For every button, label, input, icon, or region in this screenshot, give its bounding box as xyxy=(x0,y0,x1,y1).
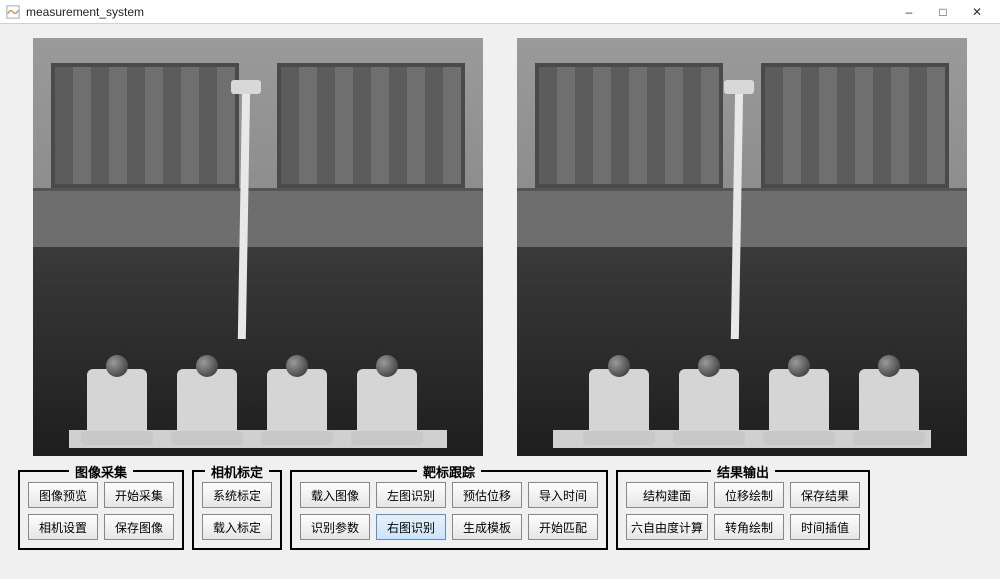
struct-face-button[interactable]: 结构建面 xyxy=(626,482,708,508)
cam-setting-button[interactable]: 相机设置 xyxy=(28,514,98,540)
left-image-panel xyxy=(33,38,483,456)
sys-calib-button[interactable]: 系统标定 xyxy=(202,482,272,508)
group-output: 结果输出 结构建面 位移绘制 保存结果 六自由度计算 转角绘制 时间插值 xyxy=(616,470,870,550)
group-acquisition-grid: 图像预览 开始采集 相机设置 保存图像 xyxy=(28,482,174,540)
load-image-button[interactable]: 载入图像 xyxy=(300,482,370,508)
group-tracking-legend: 靶标跟踪 xyxy=(417,462,481,481)
group-tracking: 靶标跟踪 载入图像 左图识别 预估位移 导入时间 识别参数 右图识别 生成模板 … xyxy=(290,470,608,550)
maximize-button[interactable]: □ xyxy=(926,0,960,24)
rot-plot-button[interactable]: 转角绘制 xyxy=(714,514,784,540)
load-calib-button[interactable]: 载入标定 xyxy=(202,514,272,540)
group-calibration-legend: 相机标定 xyxy=(205,462,269,481)
close-button[interactable]: ✕ xyxy=(960,0,994,24)
disp-plot-button[interactable]: 位移绘制 xyxy=(714,482,784,508)
save-result-button[interactable]: 保存结果 xyxy=(790,482,860,508)
recog-param-button[interactable]: 识别参数 xyxy=(300,514,370,540)
save-image-button[interactable]: 保存图像 xyxy=(104,514,174,540)
right-image-panel xyxy=(517,38,967,456)
start-match-button[interactable]: 开始匹配 xyxy=(528,514,598,540)
title-bar: measurement_system – □ ✕ xyxy=(0,0,1000,24)
content-area: 图像采集 图像预览 开始采集 相机设置 保存图像 相机标定 系统标定 载入标定 … xyxy=(0,24,1000,579)
minimize-button[interactable]: – xyxy=(892,0,926,24)
sixdof-button[interactable]: 六自由度计算 xyxy=(626,514,708,540)
import-time-button[interactable]: 导入时间 xyxy=(528,482,598,508)
group-output-grid: 结构建面 位移绘制 保存结果 六自由度计算 转角绘制 时间插值 xyxy=(626,482,860,540)
image-row xyxy=(18,38,982,456)
controls-row: 图像采集 图像预览 开始采集 相机设置 保存图像 相机标定 系统标定 载入标定 … xyxy=(18,470,982,550)
group-acquisition: 图像采集 图像预览 开始采集 相机设置 保存图像 xyxy=(18,470,184,550)
group-tracking-grid: 载入图像 左图识别 预估位移 导入时间 识别参数 右图识别 生成模板 开始匹配 xyxy=(300,482,598,540)
est-disp-button[interactable]: 预估位移 xyxy=(452,482,522,508)
right-recog-button[interactable]: 右图识别 xyxy=(376,514,446,540)
start-acq-button[interactable]: 开始采集 xyxy=(104,482,174,508)
preview-button[interactable]: 图像预览 xyxy=(28,482,98,508)
time-interp-button[interactable]: 时间插值 xyxy=(790,514,860,540)
group-calibration: 相机标定 系统标定 载入标定 xyxy=(192,470,282,550)
left-recog-button[interactable]: 左图识别 xyxy=(376,482,446,508)
group-output-legend: 结果输出 xyxy=(711,462,775,481)
app-icon xyxy=(6,5,20,19)
group-acquisition-legend: 图像采集 xyxy=(69,462,133,481)
group-calibration-grid: 系统标定 载入标定 xyxy=(202,482,272,540)
gen-template-button[interactable]: 生成模板 xyxy=(452,514,522,540)
window-title: measurement_system xyxy=(26,5,892,19)
